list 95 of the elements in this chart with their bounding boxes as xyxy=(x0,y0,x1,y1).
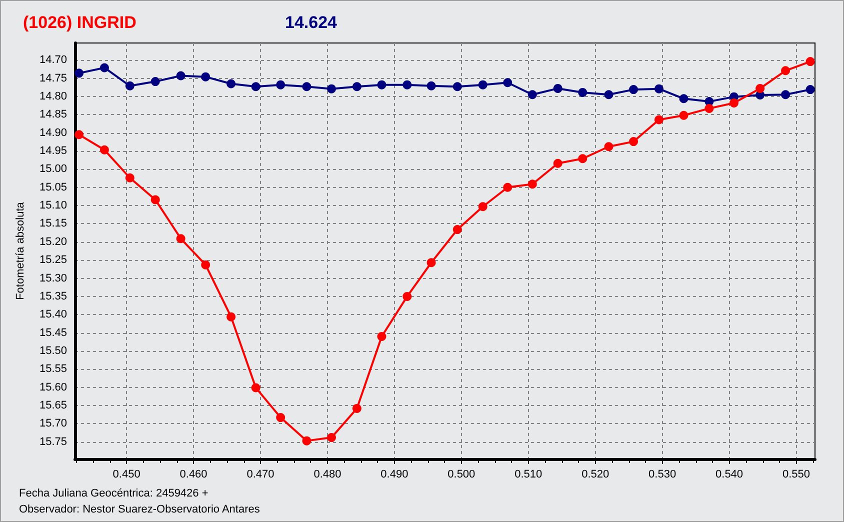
point xyxy=(352,82,362,92)
point xyxy=(402,80,412,90)
point xyxy=(251,383,260,392)
point xyxy=(125,81,134,90)
point xyxy=(654,115,664,124)
point xyxy=(679,110,688,120)
x-tick-label: 0.520 xyxy=(582,468,610,480)
x-tick-label: 0.470 xyxy=(246,468,274,480)
point xyxy=(452,225,462,234)
point xyxy=(327,84,336,94)
point xyxy=(226,79,236,88)
point xyxy=(528,180,537,189)
point xyxy=(704,104,714,113)
point xyxy=(352,404,362,413)
point xyxy=(302,82,312,92)
point xyxy=(528,90,537,100)
point xyxy=(729,98,738,108)
point xyxy=(654,84,664,94)
point xyxy=(150,195,160,204)
y-tick-label: 15.65 xyxy=(39,400,67,412)
y-tick-label: 15.40 xyxy=(39,308,67,321)
point xyxy=(629,85,638,94)
y-tick-label: 15.30 xyxy=(39,272,67,284)
point xyxy=(756,84,765,93)
text: Observador: Nestor Suarez-Observatorio Antares xyxy=(19,504,260,516)
y-tick-label: 15.55 xyxy=(39,363,67,376)
x-tick-label: 0.450 xyxy=(112,468,140,480)
y-tick-label: 15.10 xyxy=(39,200,67,212)
y-tick-label: 15.15 xyxy=(39,218,67,230)
y-tick-label: 14.85 xyxy=(39,108,67,121)
x-tick-label: 0.490 xyxy=(380,468,408,480)
y-tick-label: 14.70 xyxy=(39,54,67,66)
point xyxy=(226,312,236,322)
point xyxy=(276,80,286,90)
point xyxy=(578,154,588,164)
x-tick-label: 0.510 xyxy=(514,468,542,480)
point xyxy=(377,80,386,90)
point xyxy=(629,137,638,146)
point xyxy=(503,182,512,192)
x-tick-label: 0.500 xyxy=(448,468,476,480)
point xyxy=(74,68,84,78)
y-tick-label: 15.00 xyxy=(39,163,67,176)
x-tick-label: 0.550 xyxy=(782,468,810,480)
point xyxy=(806,57,815,66)
point xyxy=(327,433,336,442)
point xyxy=(679,94,688,104)
point xyxy=(377,332,386,341)
point xyxy=(553,84,562,93)
y-tick-label: 14.95 xyxy=(39,145,67,157)
chart-subtitle: 14.624 xyxy=(285,13,338,32)
x-axis-title: Fecha Juliana Geocéntrica: 2459426 + xyxy=(19,488,208,500)
point xyxy=(125,173,134,182)
point xyxy=(201,260,210,270)
point xyxy=(100,63,109,72)
point xyxy=(806,85,815,94)
point xyxy=(201,72,210,82)
x-tick-label: 0.480 xyxy=(314,468,342,480)
point xyxy=(553,158,562,168)
y-tick-label: 15.25 xyxy=(39,254,67,266)
y-tick-label: 14.80 xyxy=(39,90,67,102)
point xyxy=(100,145,109,154)
point xyxy=(478,80,488,90)
x-tick-label: 0.460 xyxy=(180,468,208,480)
point xyxy=(150,77,160,86)
y-tick-label: 15.50 xyxy=(39,345,67,357)
x-tick-label: 0.530 xyxy=(648,468,676,480)
point xyxy=(781,66,790,76)
y-tick-label: 15.35 xyxy=(39,290,67,302)
point xyxy=(176,234,186,244)
y-axis-title: Fotometría absoluta xyxy=(14,201,26,300)
y-tick-label: 14.75 xyxy=(39,72,67,84)
point xyxy=(276,413,286,422)
point xyxy=(604,142,614,152)
x-tick-label: 0.540 xyxy=(716,468,744,480)
point xyxy=(74,130,84,140)
point xyxy=(781,90,790,100)
point xyxy=(251,82,260,92)
y-tick-label: 15.05 xyxy=(39,181,67,194)
point xyxy=(604,90,614,100)
point xyxy=(503,78,512,88)
y-tick-label: 15.60 xyxy=(39,381,67,394)
y-tick-label: 15.45 xyxy=(39,326,67,339)
point xyxy=(578,88,588,97)
point xyxy=(452,82,462,92)
point xyxy=(402,292,412,301)
point xyxy=(176,71,186,80)
point xyxy=(302,436,312,446)
y-tick-label: 15.70 xyxy=(39,418,67,430)
point xyxy=(478,202,488,212)
point xyxy=(426,81,436,90)
chart-title: (1026) INGRID xyxy=(23,13,136,32)
y-tick-label: 14.90 xyxy=(39,126,67,139)
point xyxy=(426,258,436,268)
y-tick-label: 15.20 xyxy=(39,236,67,248)
y-tick-label: 15.75 xyxy=(39,436,67,448)
